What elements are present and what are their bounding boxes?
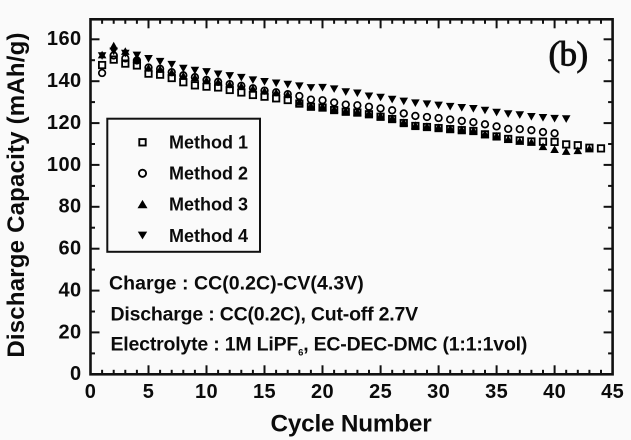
svg-text:40: 40: [58, 279, 81, 301]
svg-text:25: 25: [369, 381, 392, 403]
svg-text:15: 15: [253, 381, 276, 403]
svg-text:Method 3: Method 3: [169, 195, 248, 215]
svg-text:60: 60: [58, 238, 81, 260]
svg-text:40: 40: [543, 381, 566, 403]
svg-text:80: 80: [58, 196, 81, 218]
svg-text:0: 0: [70, 363, 82, 385]
svg-text:100: 100: [47, 154, 82, 176]
svg-text:45: 45: [601, 381, 624, 403]
svg-text:5: 5: [143, 381, 155, 403]
svg-text:0: 0: [85, 381, 97, 403]
svg-text:35: 35: [485, 381, 508, 403]
svg-text:Electrolyte : 1M LiPF6, EC-DEC: Electrolyte : 1M LiPF6, EC-DEC-DMC (1:1:…: [111, 334, 528, 359]
svg-text:Method 4: Method 4: [169, 226, 248, 246]
svg-text:Method 2: Method 2: [169, 164, 248, 184]
svg-text:Charge : CC(0.2C)-CV(4.3V): Charge : CC(0.2C)-CV(4.3V): [109, 273, 364, 295]
svg-text:160: 160: [47, 28, 82, 50]
svg-text:140: 140: [47, 70, 82, 92]
svg-text:20: 20: [311, 381, 334, 403]
svg-text:Discharge : CC(0.2C), Cut-off: Discharge : CC(0.2C), Cut-off 2.7V: [111, 304, 419, 326]
svg-text:Method 1: Method 1: [169, 133, 248, 153]
svg-text:20: 20: [58, 321, 81, 343]
svg-text:Cycle Number: Cycle Number: [271, 411, 433, 438]
svg-text:(b): (b): [548, 35, 587, 74]
svg-text:Discharge Capacity (mAh/g): Discharge Capacity (mAh/g): [3, 32, 30, 357]
svg-text:120: 120: [47, 112, 82, 134]
svg-text:10: 10: [195, 381, 218, 403]
svg-text:30: 30: [427, 381, 450, 403]
